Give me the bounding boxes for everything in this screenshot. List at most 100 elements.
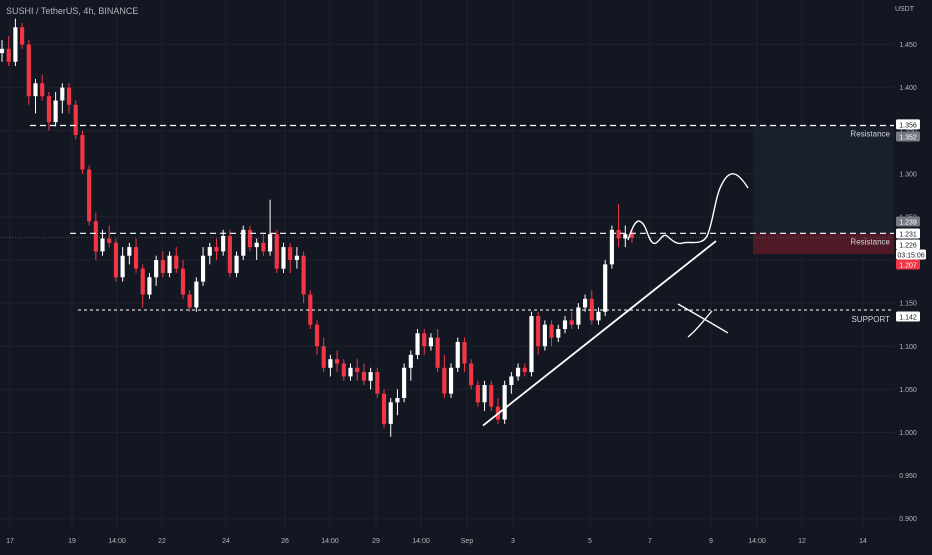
- candle-down: [381, 393, 387, 424]
- candle-down: [589, 298, 594, 321]
- candle-down: [341, 363, 346, 377]
- candle-down: [80, 135, 85, 170]
- candle-down: [462, 341, 467, 364]
- cross-mark-stroke: [677, 303, 729, 334]
- candle-up: [241, 229, 246, 256]
- candle-down: [26, 44, 31, 97]
- price-tag-label: 1.352: [899, 135, 917, 142]
- candle-up: [609, 229, 614, 265]
- price-tag-box: [896, 259, 920, 270]
- price-tag: 1.142: [896, 311, 920, 322]
- candle-up: [596, 311, 601, 321]
- candle-up: [53, 100, 58, 123]
- candle-down: [522, 367, 527, 373]
- price-tag-box: [896, 239, 920, 250]
- candle-down: [489, 385, 494, 407]
- price-tag-label: 1.207: [899, 263, 917, 270]
- candle-down: [321, 346, 326, 368]
- candle-up: [556, 329, 561, 338]
- candle-down: [335, 359, 340, 364]
- candle-down: [288, 247, 293, 261]
- price-tag-box: [896, 311, 920, 322]
- candle-down: [274, 234, 279, 269]
- resistance-zone-box: [753, 125, 894, 234]
- x-tick-label: 22: [158, 538, 166, 545]
- price-tag: 1.239: [896, 216, 920, 227]
- candle-down: [187, 294, 192, 308]
- y-tick-label: 0.900: [899, 516, 917, 523]
- x-tick-label: 14:00: [748, 538, 766, 545]
- candle-up: [415, 333, 420, 355]
- candle-up: [207, 247, 212, 256]
- candle-up: [603, 264, 608, 312]
- price-tag-box: [896, 249, 926, 260]
- candle-up: [529, 316, 534, 373]
- x-tick-label: 19: [68, 538, 76, 545]
- candle-up: [154, 260, 159, 278]
- candle-up: [268, 234, 273, 252]
- candle-up: [328, 359, 333, 368]
- price-tag: 1.356: [896, 119, 920, 130]
- candle-down: [113, 242, 119, 278]
- candle-up: [583, 298, 588, 308]
- candle-down: [174, 255, 179, 269]
- x-tick-label: 14: [859, 538, 867, 545]
- y-tick-label: 1.300: [899, 171, 917, 178]
- x-tick-label: 3: [511, 538, 515, 545]
- price-tag-label: 1.356: [899, 122, 917, 129]
- x-tick-label: 14:00: [108, 538, 126, 545]
- support-label: SUPPORT: [851, 315, 890, 324]
- candle-up: [395, 397, 400, 403]
- candle-down: [314, 324, 320, 347]
- candle-down: [475, 385, 480, 403]
- candle-up: [515, 367, 521, 377]
- candle-up: [562, 320, 568, 330]
- price-tag: 1.231: [896, 228, 920, 239]
- price-tag: 1.226: [896, 239, 920, 250]
- trendline: [482, 240, 717, 427]
- price-tag-box: [896, 228, 920, 239]
- candle-up: [542, 324, 547, 347]
- candle-down: [227, 235, 232, 273]
- candle-up: [234, 255, 239, 273]
- candle-down: [93, 221, 98, 252]
- price-tag-box: [896, 131, 920, 142]
- x-tick-label: 12: [798, 538, 806, 545]
- candle-up: [100, 238, 105, 252]
- candle-up: [482, 385, 487, 403]
- candle-up: [428, 337, 434, 347]
- candle-up: [388, 402, 393, 424]
- candle-up: [167, 255, 172, 273]
- candle-down: [261, 242, 266, 252]
- candle-down: [6, 48, 11, 62]
- projection-curve: [627, 173, 749, 245]
- y-tick-label: 1.000: [899, 430, 917, 437]
- price-tag: 03:15:06: [896, 249, 926, 260]
- y-tick-label: 1.400: [899, 85, 917, 92]
- candle-down: [247, 229, 253, 248]
- chart-title: SUSHI / TetherUS, 4h, BINANCE: [6, 6, 139, 16]
- y-tick-label: 1.050: [899, 387, 917, 394]
- candle-down: [301, 255, 306, 295]
- resistance-label-upper: Resistance: [850, 130, 890, 139]
- candle-down: [375, 372, 380, 394]
- resistance-label-lower: Resistance: [850, 237, 890, 246]
- candle-up: [0, 48, 5, 54]
- candle-down: [361, 372, 366, 381]
- candle-down: [107, 238, 112, 243]
- price-tag-label: 1.226: [899, 243, 917, 250]
- x-tick-label: 14:00: [412, 538, 430, 545]
- candle-up: [402, 367, 407, 398]
- candle-down: [422, 333, 427, 347]
- candle-up: [60, 87, 65, 101]
- x-tick-label: Sep: [461, 538, 474, 545]
- candle-up: [623, 234, 628, 239]
- candle-up: [294, 255, 299, 261]
- candle-up: [120, 255, 125, 278]
- x-tick-label: 14:00: [321, 538, 339, 545]
- candle-down: [629, 234, 635, 238]
- price-tag: 1.207: [896, 259, 920, 270]
- cross-mark-stroke: [687, 310, 713, 338]
